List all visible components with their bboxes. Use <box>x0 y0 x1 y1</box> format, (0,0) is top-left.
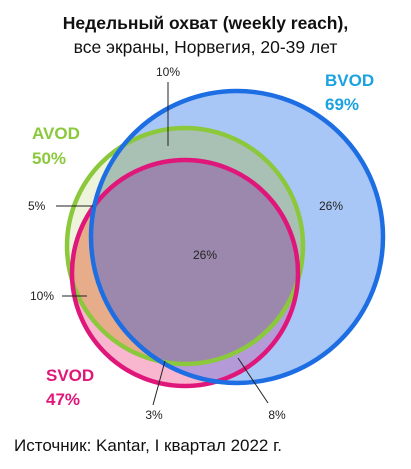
label-avod-bvod-only: 10% <box>156 65 180 79</box>
avod-circle-outline <box>64 125 306 367</box>
source-note: Источник: Kantar, I квартал 2022 г. <box>14 436 282 455</box>
chart-subtitle: все экраны, Норвегия, 20-39 лет <box>73 37 338 57</box>
leader-line-svod-only <box>152 360 166 406</box>
label-svod-bvod-only: 8% <box>268 408 286 422</box>
avod-value: 50% <box>32 149 66 168</box>
bvod-value: 69% <box>325 95 359 114</box>
leader-line-svod-bvod <box>237 357 269 404</box>
label-avod-svod-only: 10% <box>30 289 54 303</box>
bvod-name: BVOD <box>325 71 374 90</box>
svod-value: 47% <box>46 390 80 409</box>
label-bvod-only: 26% <box>319 199 343 213</box>
avod-name: AVOD <box>32 124 80 143</box>
chart-title: Недельный охват (weekly reach), <box>62 13 349 33</box>
label-avod-only: 5% <box>28 199 46 213</box>
label-all-three: 26% <box>193 248 217 262</box>
label-svod-only: 3% <box>145 408 163 422</box>
bvod-circle-outline <box>88 88 386 386</box>
svod-name: SVOD <box>46 366 94 385</box>
svod-circle-outline <box>69 157 301 389</box>
